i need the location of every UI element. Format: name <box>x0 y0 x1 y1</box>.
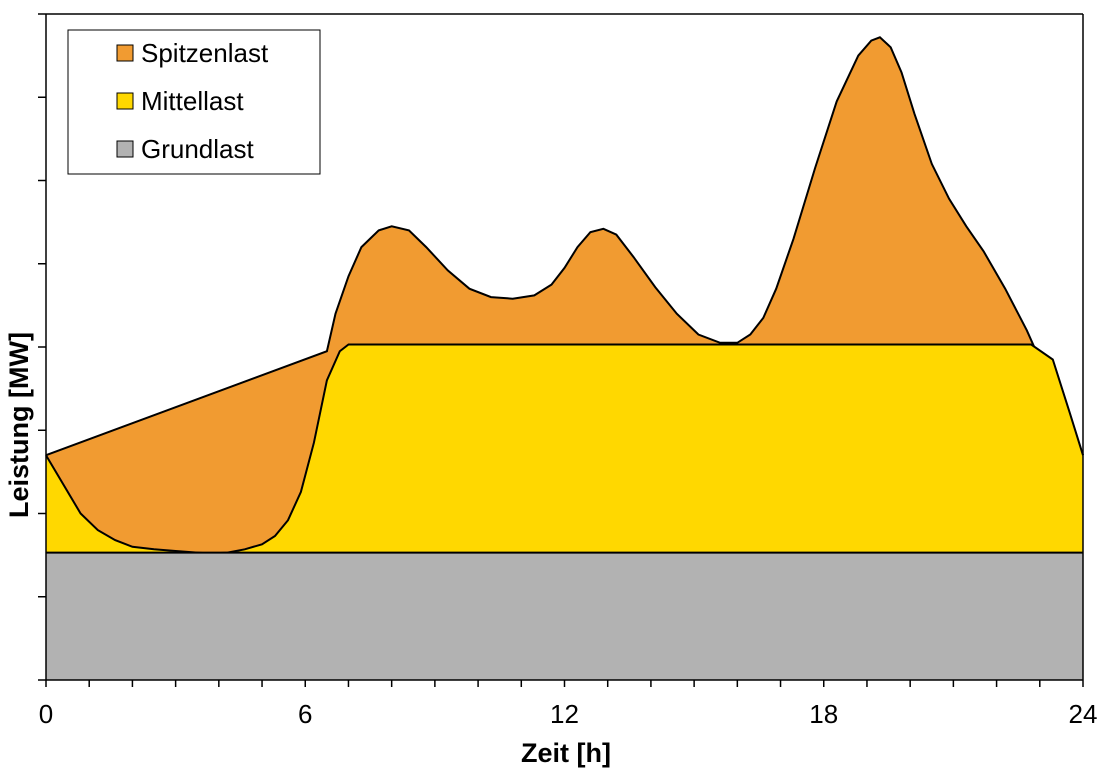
area-grundlast <box>46 552 1083 680</box>
x-tick-label: 0 <box>39 699 53 729</box>
legend-label-grundlast: Grundlast <box>141 134 254 164</box>
line-mittellast <box>45 343 1084 555</box>
legend-box <box>67 29 321 175</box>
legend-swatch-mittellast <box>116 92 134 110</box>
line-spitzenlast <box>45 36 1084 457</box>
legend-label-mittellast: Mittellast <box>141 86 244 116</box>
x-axis-title: Zeit [h] <box>521 738 611 768</box>
legend: Spitzenlast Mittellast Grundlast <box>67 29 321 175</box>
y-axis-title: Leistung [MW] <box>4 332 34 518</box>
legend-swatch-grundlast <box>116 140 134 158</box>
stacked-areas <box>45 36 1084 680</box>
x-tick-label: 6 <box>298 699 312 729</box>
x-tick-label: 24 <box>1069 699 1098 729</box>
x-tick-labels: 0 6 12 18 24 <box>39 699 1098 729</box>
legend-label-spitzenlast: Spitzenlast <box>141 38 269 68</box>
legend-swatch-spitzenlast <box>116 44 134 62</box>
area-mittellast <box>46 344 1083 554</box>
axes <box>38 13 1084 687</box>
x-tick-label: 18 <box>809 699 838 729</box>
x-tick-label: 12 <box>550 699 579 729</box>
area-spitzenlast <box>46 37 1083 554</box>
